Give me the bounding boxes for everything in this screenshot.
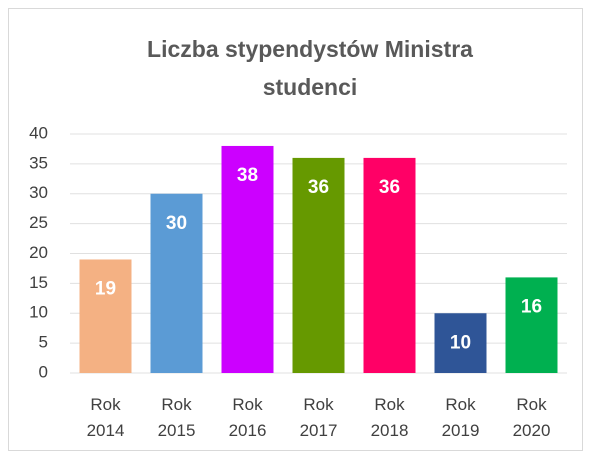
x-tick-label: Rok 2020: [512, 395, 551, 440]
y-tick-label: 0: [39, 362, 48, 381]
x-tick-label: Rok 2019: [441, 395, 480, 440]
chart-title: Liczba stypendystów Ministra studenci: [147, 36, 473, 100]
bar: [505, 277, 558, 373]
y-tick-label: 5: [39, 333, 48, 352]
value-label: 10: [450, 332, 471, 353]
y-tick-label: 30: [29, 183, 48, 202]
y-tick-label: 10: [29, 303, 48, 322]
y-tick-label: 25: [29, 213, 48, 232]
value-label: 36: [379, 177, 400, 198]
bar: [363, 157, 416, 373]
x-tick-label: Rok 2014: [86, 395, 125, 440]
value-label: 16: [521, 296, 542, 317]
bar: [79, 259, 132, 373]
y-tick-label: 40: [29, 123, 48, 142]
x-tick-label: Rok 2015: [157, 395, 196, 440]
value-label: 30: [166, 213, 187, 234]
y-tick-label: 15: [29, 273, 48, 292]
value-label: 38: [237, 165, 258, 186]
y-tick-label: 35: [29, 153, 48, 172]
bar: [434, 313, 487, 373]
bar: [150, 193, 203, 373]
bar: [221, 145, 274, 373]
x-tick-label: Rok 2018: [370, 395, 409, 440]
y-tick-label: 20: [29, 243, 48, 262]
bar: [292, 157, 345, 373]
value-label: 19: [95, 278, 116, 299]
x-tick-label: Rok 2016: [228, 395, 267, 440]
value-label: 36: [308, 177, 329, 198]
x-tick-label: Rok 2017: [299, 395, 338, 440]
